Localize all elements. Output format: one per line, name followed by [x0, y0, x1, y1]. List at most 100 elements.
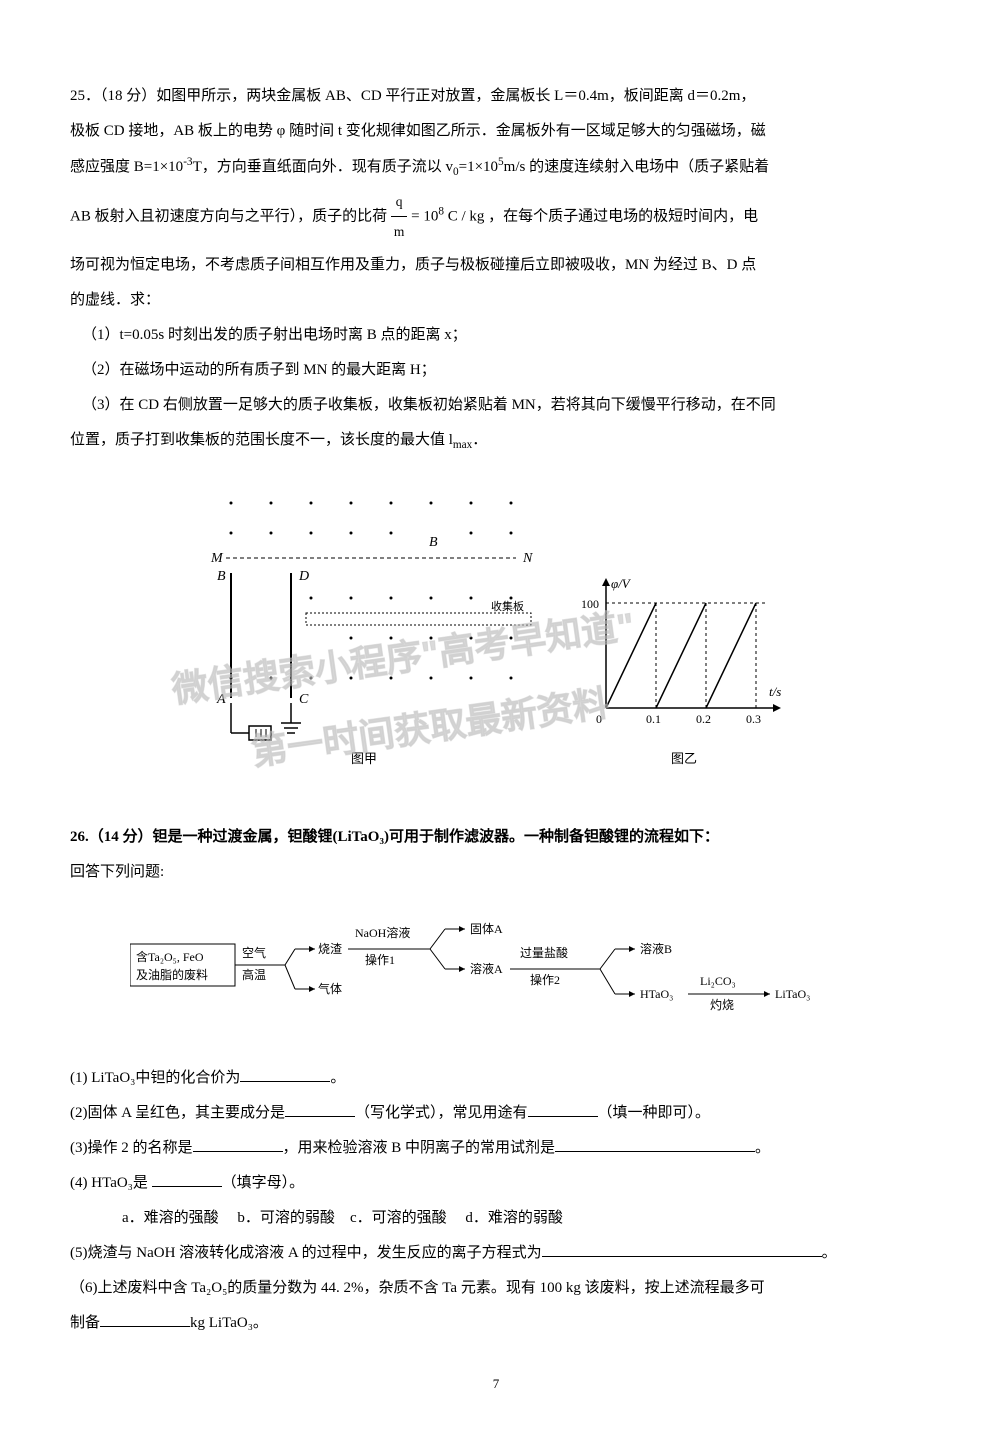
figure-area: 微信搜索小程序"高考早知道" 第一时间获取最新资料 M N B	[70, 488, 922, 781]
figure-left: M N B B D A C 收集板	[201, 488, 541, 781]
sub: max	[453, 439, 472, 451]
q26-options: a．难溶的强酸 b．可溶的弱酸 c．可溶的强酸 d．难溶的弱酸	[122, 1202, 922, 1235]
q26-sub6: （6)上述废料中含 Ta₂O₅的质量分数为 44. 2%，杂质不含 Ta 元素。…	[70, 1272, 922, 1305]
process-flowchart: 含Ta₂O₅, FeO 及油脂的废料 空气 高温 烧渣 气体 NaOH溶液 操作…	[130, 909, 890, 1019]
text: = 10	[411, 208, 438, 224]
numerator: q	[391, 187, 408, 218]
text: ，用来检验溶液 B 中阴离子的常用试剂是	[283, 1140, 556, 1156]
blank-input[interactable]	[100, 1309, 190, 1327]
page-number: 7	[70, 1370, 922, 1399]
voltage-graph: φ/V 100 t/s 0 0.1 0.2 0.3 图乙	[581, 568, 791, 768]
label-D: D	[298, 569, 309, 584]
label-B-top: B	[429, 535, 438, 550]
text: T，方向垂直纸面向外．现有质子流以 v	[193, 159, 453, 175]
text: AB 板射入且初速度方向与之平行），质子的比荷	[70, 208, 391, 224]
q26-sub6b: 制备 kg LiTaO₃。	[70, 1307, 922, 1340]
text: 位置，质子打到收集板的范围长度不一，该长度的最大值 l	[70, 432, 453, 448]
text: 感应强度 B=1×10	[70, 159, 183, 175]
flow-reagent1: NaOH溶液	[355, 925, 410, 940]
flow-out2: 气体	[318, 981, 342, 996]
q25-sub3b: 位置，质子打到收集板的范围长度不一，该长度的最大值 lmax．	[70, 424, 922, 458]
figure-right: φ/V 100 t/s 0 0.1 0.2 0.3 图乙	[581, 568, 791, 781]
blank-input[interactable]	[193, 1134, 283, 1152]
q25-line1: 25．（18 分）如图甲所示，两块金属板 AB、CD 平行正对放置，金属板长 L…	[70, 80, 922, 113]
opt-d: d．难溶的弱酸	[465, 1210, 563, 1226]
q26-sub3: (3)操作 2 的名称是 ，用来检验溶液 B 中阴离子的常用试剂是 。	[70, 1132, 922, 1165]
flow-solB: 溶液B	[640, 941, 672, 956]
text: (3)操作 2 的名称是	[70, 1140, 193, 1156]
flow-burn: 灼烧	[710, 997, 734, 1012]
fraction-q-m: q m	[391, 187, 408, 247]
flow-cond1b: 高温	[242, 967, 266, 982]
q25-sub3: （3）在 CD 右侧放置一足够大的质子收集板，收集板初始紧贴着 MN，若将其向下…	[82, 389, 922, 422]
q26-header: 26.（14 分）钽是一种过渡金属，钽酸锂(LiTaO₃)可用于制作滤波器。一种…	[70, 821, 922, 854]
graph-ylabel: φ/V	[611, 576, 632, 591]
flow-htao3: HTaO₃	[640, 987, 673, 1001]
text: 制备	[70, 1315, 100, 1331]
opt-c: c．可溶的强酸	[350, 1210, 447, 1226]
q26-sub1: (1) LiTaO₃中钽的化合价为 。	[70, 1062, 922, 1095]
text: ．	[472, 432, 487, 448]
denominator: m	[391, 217, 408, 247]
label-A: A	[216, 692, 226, 707]
flow-input2: 及油脂的废料	[136, 967, 208, 982]
label-M: M	[210, 551, 224, 566]
q25-line3: 感应强度 B=1×10-3T，方向垂直纸面向外．现有质子流以 v0=1×105m…	[70, 150, 922, 185]
text: m/s 的速度连续射入电场中（质子紧贴着	[504, 159, 769, 175]
fig-right-caption: 图乙	[671, 751, 697, 766]
blank-input[interactable]	[285, 1099, 355, 1117]
q25-line2: 极板 CD 接地，AB 板上的电势 φ 随时间 t 变化规律如图乙所示．金属板外…	[70, 115, 922, 148]
text: (1) LiTaO₃中钽的化合价为	[70, 1070, 240, 1086]
text: （填字母）。	[222, 1175, 305, 1191]
q26-sub4: (4) HTaO₃是 （填字母）。	[70, 1167, 922, 1200]
q25-line5: 场可视为恒定电场，不考虑质子间相互作用及重力，质子与极板碰撞后立即被吸收，MN …	[70, 249, 922, 282]
flow-solA: 溶液A	[470, 961, 503, 976]
flow-out1: 烧渣	[318, 942, 342, 956]
flowchart: 含Ta₂O₅, FeO 及油脂的废料 空气 高温 烧渣 气体 NaOH溶液 操作…	[130, 909, 922, 1032]
q25-sub2: （2）在磁场中运动的所有质子到 MN 的最大距离 H；	[82, 354, 922, 387]
blank-input[interactable]	[240, 1064, 330, 1082]
question-25: 25．（18 分）如图甲所示，两块金属板 AB、CD 平行正对放置，金属板长 L…	[70, 80, 922, 458]
flow-solidA: 固体A	[470, 922, 503, 936]
label-N: N	[522, 551, 533, 566]
graph-x1: 0.1	[646, 712, 661, 726]
blank-input[interactable]	[542, 1239, 822, 1257]
text: =1×10	[459, 159, 498, 175]
text: 。	[755, 1140, 770, 1156]
exp: -3	[183, 156, 192, 168]
blank-input[interactable]	[528, 1099, 598, 1117]
q25-line4: AB 板射入且初速度方向与之平行），质子的比荷 q m = 108 C / kg…	[70, 187, 922, 247]
flow-litao3: LiTaO₃	[775, 987, 810, 1001]
flow-cond1: 空气	[242, 945, 266, 960]
blank-input[interactable]	[152, 1169, 222, 1187]
blank-input[interactable]	[555, 1134, 755, 1152]
text: （填一种即可）。	[598, 1105, 711, 1121]
q26-sub2: (2)固体 A 呈红色，其主要成分是 （写化学式），常见用途有 （填一种即可）。	[70, 1097, 922, 1130]
label-B-left: B	[217, 569, 226, 584]
q26-intro: 回答下列问题:	[70, 856, 922, 889]
text: (5)烧渣与 NaOH 溶液转化成溶液 A 的过程中，发生反应的离子方程式为	[70, 1245, 542, 1261]
fig-left-caption: 图甲	[351, 751, 377, 766]
text: （写化学式），常见用途有	[355, 1105, 528, 1121]
flow-input1: 含Ta₂O₅, FeO	[136, 949, 204, 964]
graph-origin: 0	[596, 712, 602, 726]
text: (4) HTaO₃是	[70, 1175, 152, 1191]
text: C / kg ，在每个质子通过电场的极短时间内，电	[444, 208, 758, 224]
physics-diagram: M N B B D A C 收集板	[201, 488, 541, 768]
label-collect: 收集板	[491, 599, 524, 613]
q25-line6: 的虚线．求：	[70, 284, 922, 317]
opt-a: a．难溶的强酸	[122, 1210, 219, 1226]
text: 。	[822, 1245, 837, 1261]
flow-li2co3: Li₂CO₃	[700, 974, 736, 988]
text: (2)固体 A 呈红色，其主要成分是	[70, 1105, 285, 1121]
graph-ymax: 100	[581, 597, 599, 611]
graph-x2: 0.2	[696, 712, 711, 726]
flow-op1: 操作1	[365, 952, 395, 967]
label-C: C	[299, 692, 309, 707]
graph-xlabel: t/s	[769, 684, 781, 699]
text: kg LiTaO₃。	[190, 1315, 268, 1331]
question-26: 26.（14 分）钽是一种过渡金属，钽酸锂(LiTaO₃)可用于制作滤波器。一种…	[70, 821, 922, 1340]
text: 。	[330, 1070, 345, 1086]
q25-sub1: （1）t=0.05s 时刻出发的质子射出电场时离 B 点的距离 x；	[82, 319, 922, 352]
flow-op2: 操作2	[530, 972, 560, 987]
